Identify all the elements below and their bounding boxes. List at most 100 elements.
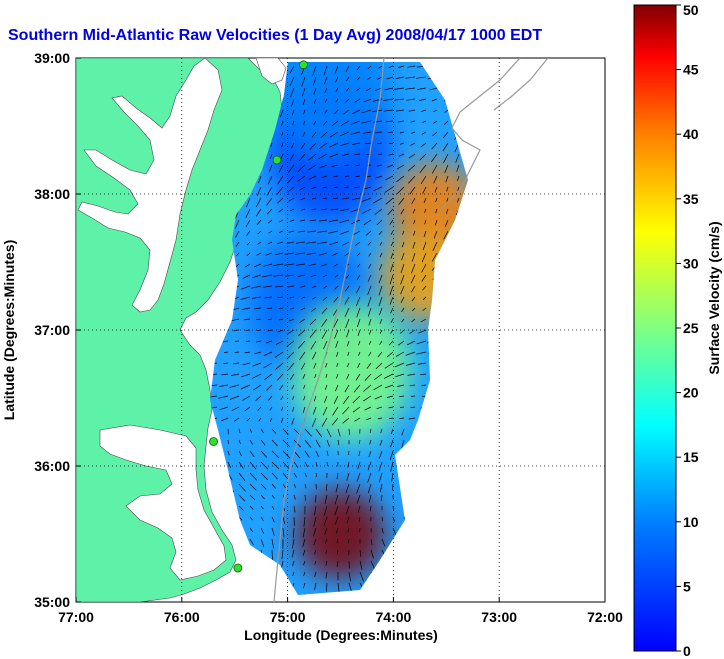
current-vector [271,439,278,447]
current-vector [420,373,427,376]
current-vector [297,164,306,173]
current-vector [218,395,229,399]
current-vector [410,395,416,397]
current-vector [313,120,317,126]
current-vector [249,516,253,521]
current-vector [291,142,295,149]
current-vector [233,417,240,422]
current-vector [335,87,339,92]
current-vector [379,439,383,446]
current-vector [227,450,230,456]
current-vector [409,329,416,334]
current-vector [260,505,264,510]
current-vector [335,527,339,534]
current-vector [235,230,240,238]
radar-site-marker-2 [272,155,282,165]
current-vector [377,351,383,358]
current-vector [367,296,372,307]
current-vector [273,274,284,277]
current-vector [456,164,460,172]
current-vector [376,406,383,410]
current-vector [347,362,350,368]
current-vector [292,131,295,137]
current-vector [401,318,405,323]
current-vector [302,131,306,137]
current-vector [367,285,372,295]
current-vector [315,494,317,503]
current-vector [320,131,328,138]
current-vector [333,318,339,329]
current-vector [344,296,350,305]
current-vector [355,175,361,177]
current-vector [367,472,372,483]
current-vector [280,109,284,118]
current-vector [260,450,268,458]
current-vector [367,483,372,494]
current-vector [421,252,427,263]
current-vector [363,219,372,226]
current-vector [367,76,372,80]
current-vector [364,406,372,411]
current-vector [238,472,246,481]
current-vector [289,65,295,74]
current-vector [443,153,449,164]
current-vector [335,483,339,493]
current-vector [285,274,295,277]
current-vector [410,120,416,123]
current-vector [378,230,383,236]
current-vector [344,307,350,318]
current-vector [369,428,372,433]
current-vector [271,516,275,523]
current-vector [219,384,229,387]
current-vector [236,252,240,257]
current-vector [421,384,427,386]
current-vector [292,120,295,126]
current-vector [378,65,383,69]
current-vector [389,296,394,305]
current-vector [356,483,361,494]
current-vector [277,296,284,299]
current-vector [326,582,328,592]
current-vector [344,164,350,167]
current-vector [400,285,405,295]
current-vector [333,175,339,178]
current-vector [252,296,262,299]
current-vector [356,252,361,257]
current-vector [293,450,301,459]
current-vector [389,274,394,285]
current-vector [318,153,328,160]
current-vector [314,549,317,555]
current-vector [342,406,350,415]
current-vector [334,329,339,339]
current-vector [307,230,317,233]
current-vector [416,351,427,355]
speed-region-6 [291,300,412,441]
current-vector [240,296,251,300]
current-vector [375,131,383,134]
current-vector [364,373,372,381]
current-vector [375,175,383,179]
current-vector [319,219,328,222]
y-tick-label: 35:00 [34,594,70,610]
current-vector [432,131,438,137]
current-vector [396,164,405,170]
current-vector [300,142,306,150]
current-vector [432,241,438,251]
current-vector [282,516,286,525]
current-vector [389,285,394,296]
current-vector [292,395,295,400]
current-vector [292,406,295,412]
current-vector [416,340,427,345]
current-vector [292,527,295,538]
current-vector [243,318,251,321]
current-vector [380,494,383,502]
current-vector [298,186,306,191]
current-vector [322,274,328,278]
current-vector [313,109,317,114]
current-vector [266,384,273,391]
current-vector [358,340,361,346]
current-vector [342,241,350,246]
current-vector [303,516,306,527]
current-vector [271,494,275,499]
current-vector [312,76,317,86]
